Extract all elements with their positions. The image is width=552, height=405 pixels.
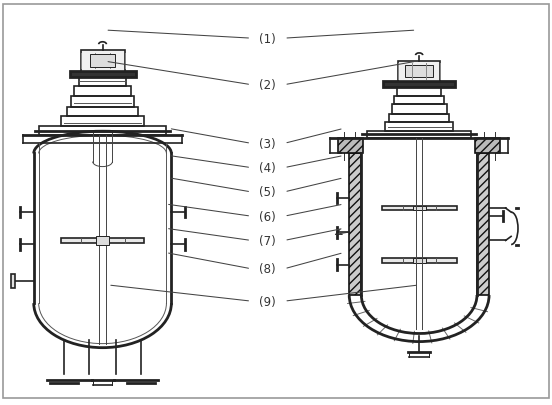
Bar <box>74 87 131 97</box>
Bar <box>79 78 126 87</box>
Text: (3): (3) <box>259 137 276 151</box>
Text: (8): (8) <box>259 262 276 275</box>
Bar <box>382 206 457 211</box>
Bar <box>382 259 457 263</box>
Bar <box>397 87 441 96</box>
Bar <box>70 72 136 78</box>
Text: (1): (1) <box>259 32 276 45</box>
Bar <box>384 82 455 87</box>
Bar <box>10 274 15 288</box>
Bar <box>367 132 471 139</box>
Bar <box>39 127 166 136</box>
Bar <box>338 139 363 154</box>
Text: (6): (6) <box>259 210 276 223</box>
Bar <box>349 154 362 295</box>
Bar <box>96 237 109 245</box>
Bar <box>61 117 144 127</box>
Text: (7): (7) <box>259 234 276 247</box>
Bar <box>61 239 144 243</box>
Bar <box>405 66 433 78</box>
Bar <box>412 259 426 263</box>
Bar <box>394 96 444 104</box>
Bar <box>67 108 139 117</box>
Text: (4): (4) <box>259 162 276 175</box>
Text: (9): (9) <box>259 295 276 308</box>
Bar <box>477 154 489 295</box>
Bar <box>385 123 453 132</box>
Text: (5): (5) <box>259 186 276 199</box>
Bar <box>398 62 440 82</box>
Bar <box>71 97 135 108</box>
Bar <box>412 206 426 211</box>
Bar <box>81 51 125 72</box>
Bar <box>389 115 449 123</box>
Bar <box>91 55 115 68</box>
Bar <box>391 104 447 115</box>
Bar <box>475 139 500 154</box>
Text: (2): (2) <box>259 79 276 92</box>
